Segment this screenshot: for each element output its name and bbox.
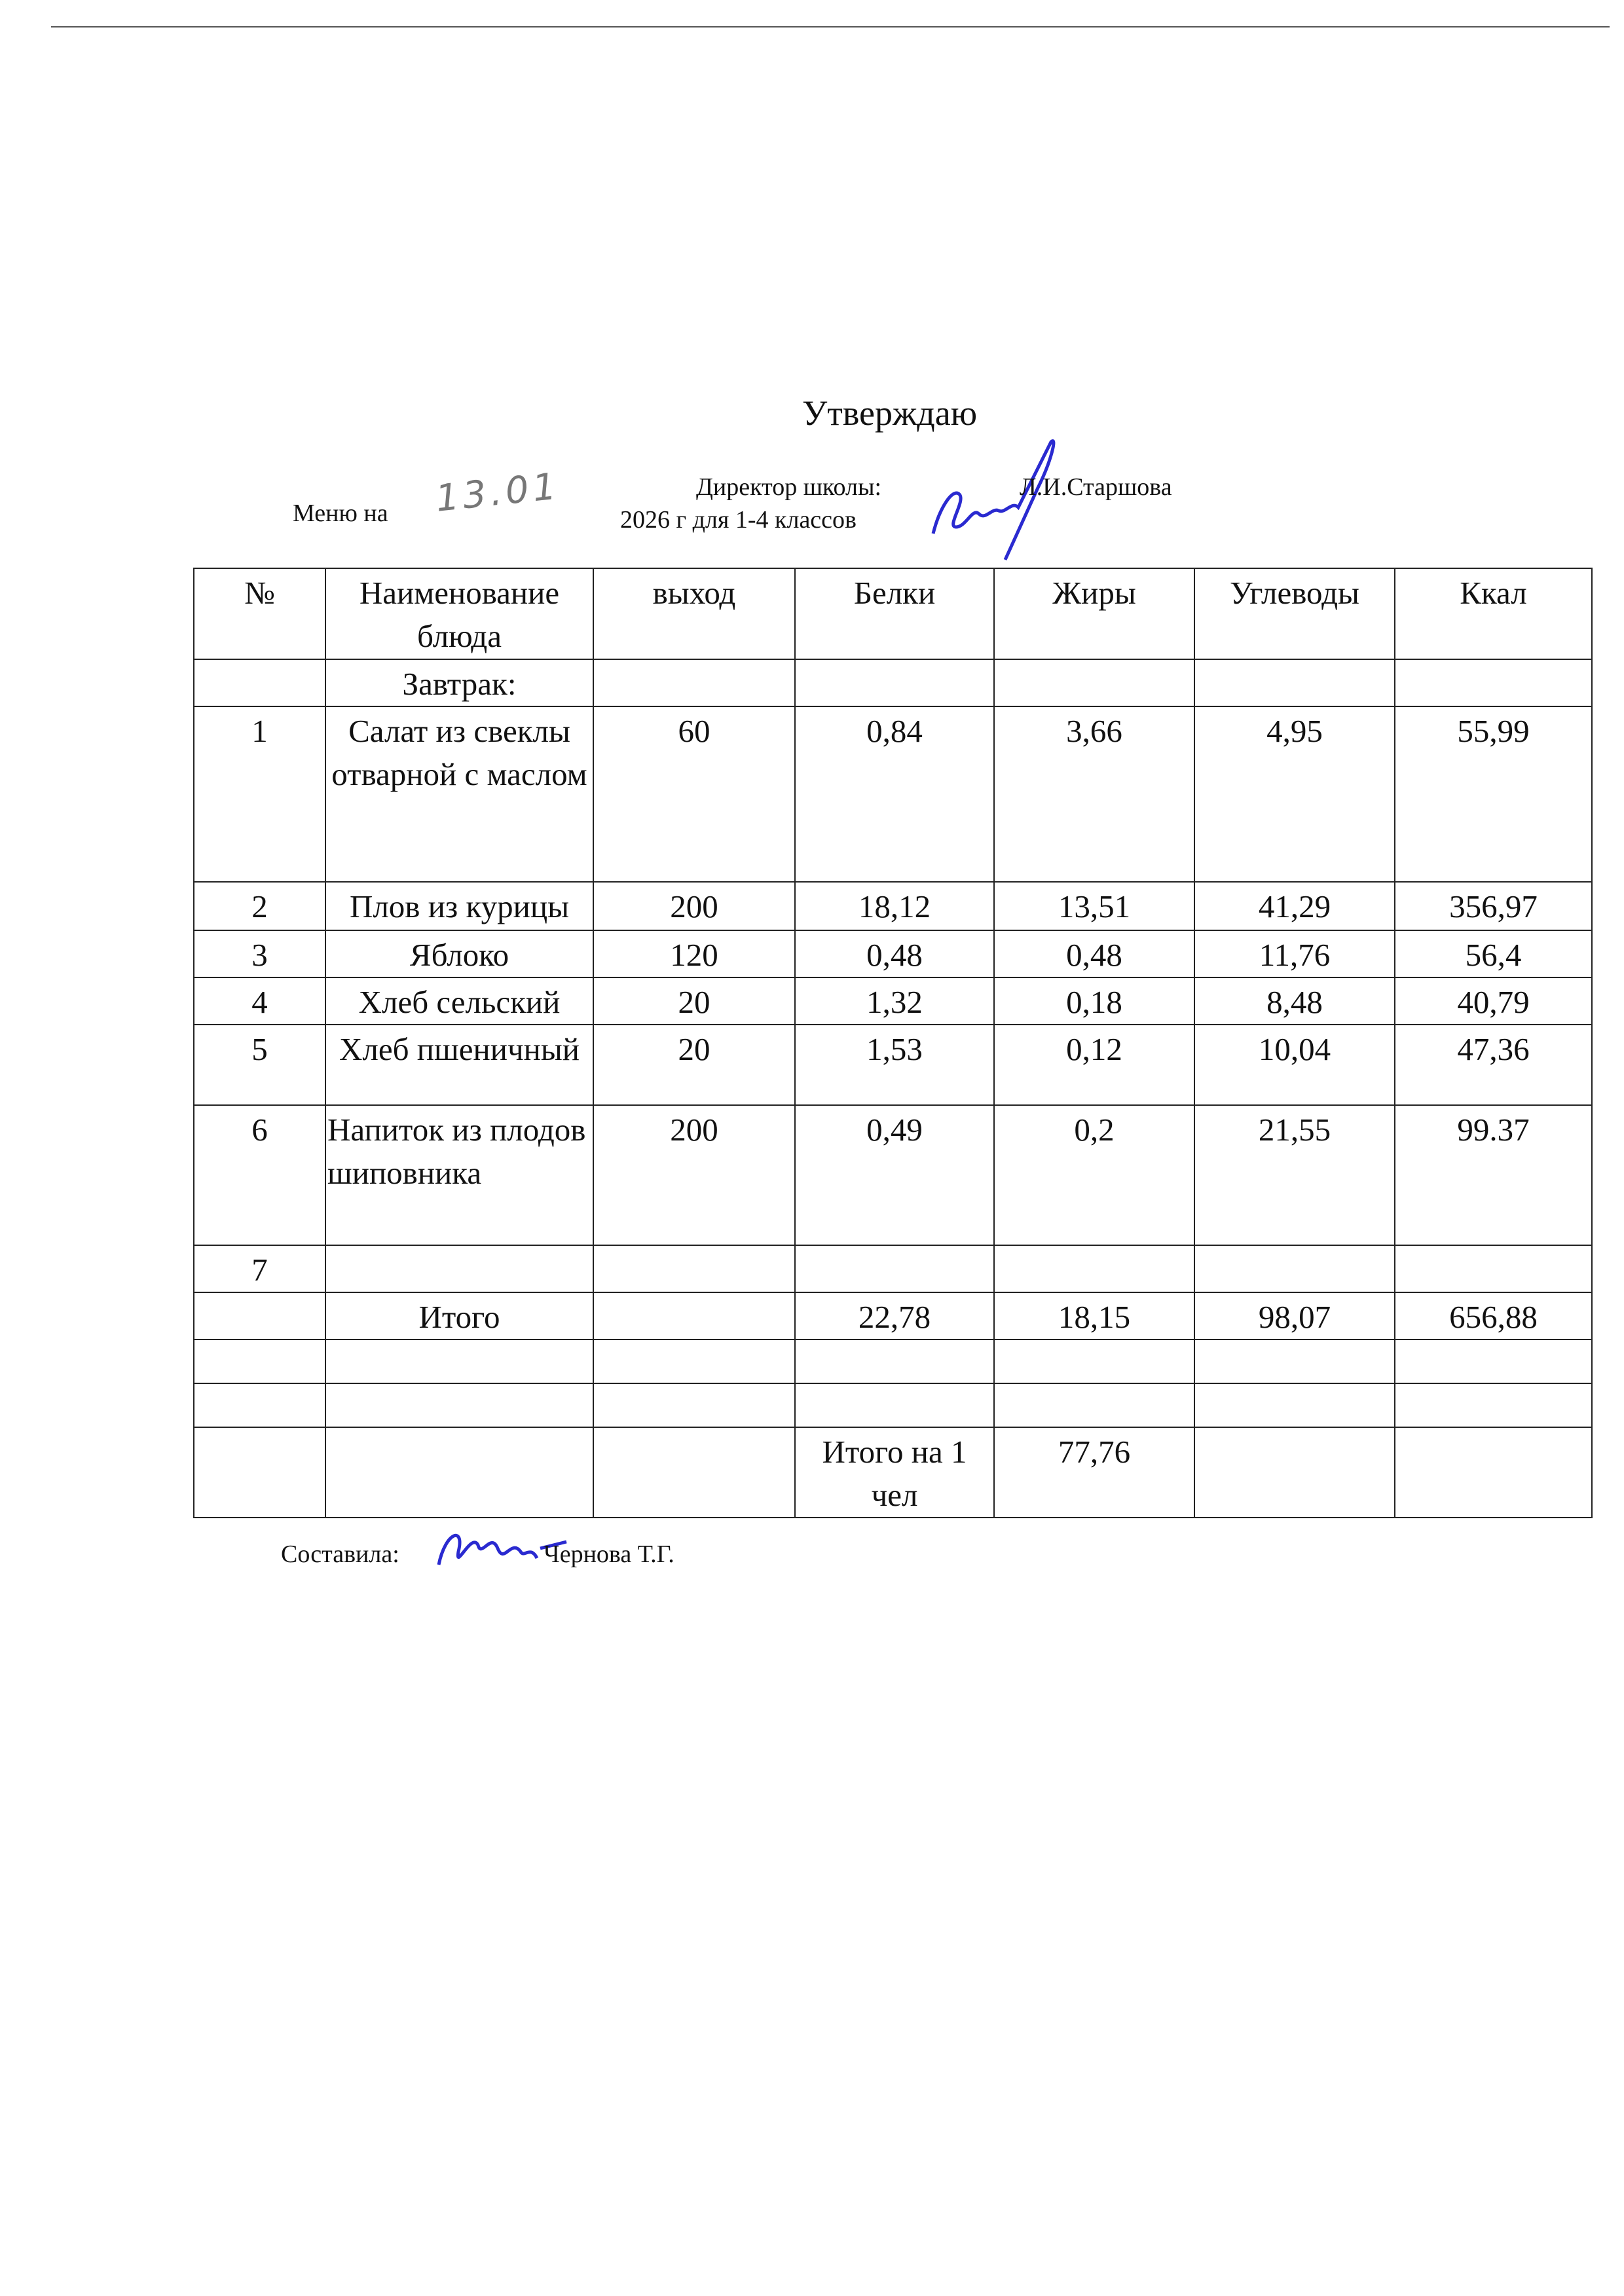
col-header: выход <box>593 568 796 660</box>
compiled-name: Чернова Т.Г. <box>544 1540 674 1568</box>
carbs: 10,04 <box>1194 1024 1395 1106</box>
col-header: Углеводы <box>1194 568 1395 660</box>
proteins: 1,32 <box>794 977 995 1025</box>
table-row: 3 Яблоко 120 0,48 0,48 11,76 56,4 <box>193 930 1593 978</box>
dish-name: Хлеб сельский <box>325 977 594 1025</box>
empty-row <box>193 1383 1593 1428</box>
kcal <box>1394 1245 1593 1293</box>
fats: 13,51 <box>993 881 1195 931</box>
row-number: 5 <box>193 1024 326 1106</box>
director-name: Л.И.Старшова <box>1020 473 1172 501</box>
section-label: Завтрак: <box>325 659 594 707</box>
dish-name <box>325 1245 594 1293</box>
menu-date-handwritten: 13.01 <box>434 465 563 520</box>
dish-name: Плов из курицы <box>325 881 594 931</box>
fats: 0,2 <box>993 1104 1195 1246</box>
portion: 200 <box>593 1104 796 1246</box>
top-border-line <box>51 26 1610 27</box>
carbs: 4,95 <box>1194 706 1395 883</box>
col-header: № <box>193 568 326 660</box>
table-row: 5 Хлеб пшеничный 20 1,53 0,12 10,04 47,36 <box>193 1024 1593 1106</box>
portion: 200 <box>593 881 796 931</box>
portion: 60 <box>593 706 796 883</box>
table-row: 7 <box>193 1245 1593 1293</box>
portion: 120 <box>593 930 796 978</box>
row-number: 3 <box>193 930 326 978</box>
total-proteins: 22,78 <box>794 1292 995 1340</box>
table-row: 2 Плов из курицы 200 18,12 13,51 41,29 356,97 <box>193 881 1593 931</box>
carbs: 21,55 <box>1194 1104 1395 1246</box>
approve-heading: Утверждаю <box>802 393 978 433</box>
per-person-value: 77,76 <box>993 1427 1195 1518</box>
carbs: 41,29 <box>1194 881 1395 931</box>
per-person-label: Итого на 1 чел <box>794 1427 995 1518</box>
director-signature <box>931 439 1056 561</box>
kcal: 55,99 <box>1394 706 1593 883</box>
carbs: 8,48 <box>1194 977 1395 1025</box>
table-header-row: № Наименование блюда выход Белки Жиры Уг… <box>193 568 1593 660</box>
proteins: 1,53 <box>794 1024 995 1106</box>
row-number: 6 <box>193 1104 326 1246</box>
row-number: 2 <box>193 881 326 931</box>
dish-name: Салат из свеклы отварной с маслом <box>325 706 594 883</box>
kcal: 99.37 <box>1394 1104 1593 1246</box>
menu-table: № Наименование блюда выход Белки Жиры Уг… <box>193 568 1593 1518</box>
table-row: 1 Салат из свеклы отварной с маслом 60 0,84… <box>193 706 1593 883</box>
table-row: 4 Хлеб сельский 20 1,32 0,18 8,48 40,79 <box>193 977 1593 1025</box>
col-header: Наименование блюда <box>325 568 594 660</box>
row-number: 4 <box>193 977 326 1025</box>
kcal: 56,4 <box>1394 930 1593 978</box>
col-header: Жиры <box>993 568 1195 660</box>
dish-name: Яблоко <box>325 930 594 978</box>
section-row: Завтрак: <box>193 659 1593 707</box>
table-row: 6 Напиток из плодов шиповника 200 0,49 0,2 21… <box>193 1104 1593 1246</box>
proteins: 18,12 <box>794 881 995 931</box>
compiled-label: Составила: <box>281 1540 399 1568</box>
year-classes: 2026 г для 1-4 классов <box>620 506 857 534</box>
menu-label: Меню на <box>293 500 388 527</box>
col-header: Ккал <box>1394 568 1593 660</box>
total-kcal: 656,88 <box>1394 1292 1593 1340</box>
portion: 20 <box>593 1024 796 1106</box>
fats: 0,12 <box>993 1024 1195 1106</box>
kcal: 40,79 <box>1394 977 1593 1025</box>
carbs <box>1194 1245 1395 1293</box>
proteins: 0,48 <box>794 930 995 978</box>
portion <box>593 1245 796 1293</box>
kcal: 356,97 <box>1394 881 1593 931</box>
total-carbs: 98,07 <box>1194 1292 1395 1340</box>
dish-name: Напиток из плодов шиповника <box>325 1104 594 1246</box>
carbs: 11,76 <box>1194 930 1395 978</box>
fats <box>993 1245 1195 1293</box>
col-header: Белки <box>794 568 995 660</box>
proteins: 0,49 <box>794 1104 995 1246</box>
row-number: 1 <box>193 706 326 883</box>
portion: 20 <box>593 977 796 1025</box>
row-number: 7 <box>193 1245 326 1293</box>
compiler-signature <box>437 1533 567 1565</box>
director-label: Директор школы: <box>696 473 882 501</box>
per-person-row: Итого на 1 чел 77,76 <box>193 1427 1593 1518</box>
fats: 0,18 <box>993 977 1195 1025</box>
total-label: Итого <box>325 1292 594 1340</box>
kcal: 47,36 <box>1394 1024 1593 1106</box>
empty-row <box>193 1339 1593 1384</box>
fats: 0,48 <box>993 930 1195 978</box>
dish-name: Хлеб пшеничный <box>325 1024 594 1106</box>
proteins <box>794 1245 995 1293</box>
fats: 3,66 <box>993 706 1195 883</box>
total-fats: 18,15 <box>993 1292 1195 1340</box>
proteins: 0,84 <box>794 706 995 883</box>
total-row: Итого 22,78 18,15 98,07 656,88 <box>193 1292 1593 1340</box>
